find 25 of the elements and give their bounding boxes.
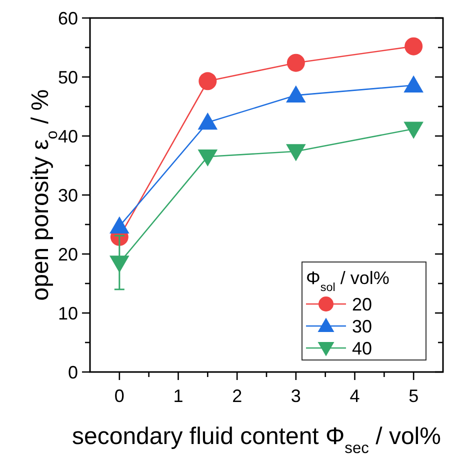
y-tick-label: 50: [58, 67, 78, 88]
x-tick-label: 2: [232, 386, 242, 406]
x-tick-label: 1: [173, 386, 184, 406]
y-tick-label: 30: [58, 185, 78, 206]
legend-title: Φ$_{sol}$ / vol%: [306, 268, 390, 294]
point: [198, 72, 217, 90]
y-tick-label: 40: [58, 126, 78, 146]
point: [110, 256, 130, 273]
y-tick-label: 60: [58, 8, 78, 28]
y-tick-label: 10: [58, 303, 78, 324]
point: [404, 37, 423, 56]
point: [198, 149, 218, 167]
point: [404, 122, 424, 139]
point: [286, 54, 305, 72]
y-tick-label: 0: [68, 362, 78, 382]
x-tick-label: 3: [290, 386, 301, 406]
legend-label: 30: [352, 316, 372, 336]
x-axis-title: secondary fluid content Φ$_{sec}$ / vol%: [72, 423, 441, 454]
x-tick-label: 0: [114, 386, 124, 406]
y-tick-label: 20: [58, 244, 78, 264]
x-tick-label: 4: [350, 386, 360, 406]
legend-label: 20: [352, 294, 372, 314]
x-tick-label: 5: [408, 386, 419, 406]
point: [286, 144, 306, 162]
legend-label: 40: [352, 338, 372, 358]
